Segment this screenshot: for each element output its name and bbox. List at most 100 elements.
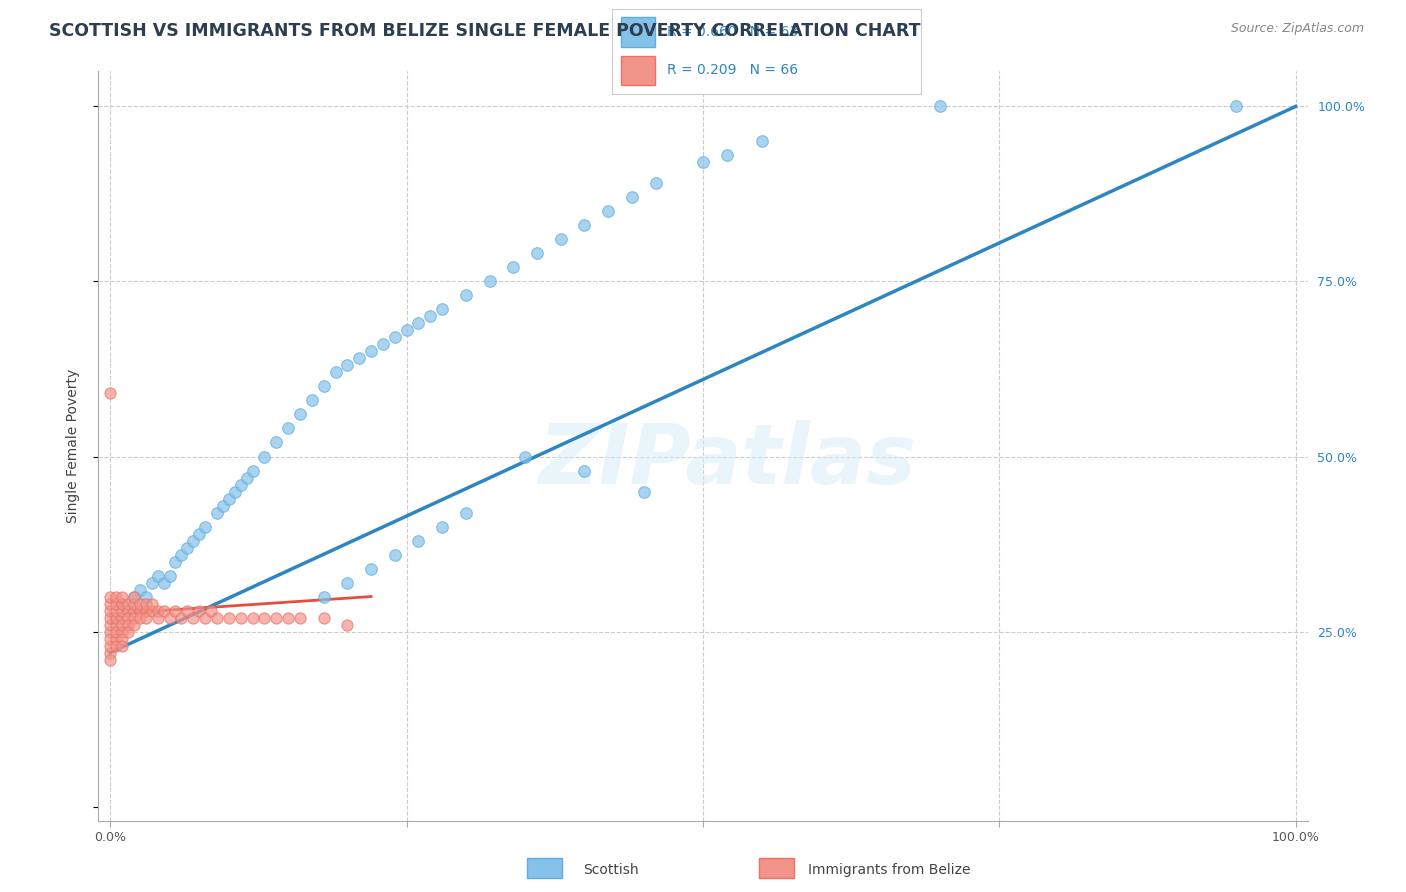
- Text: R = 0.209   N = 66: R = 0.209 N = 66: [668, 63, 799, 78]
- Point: [176, 541, 198, 555]
- Point: [98, 590, 121, 604]
- Point: [98, 639, 121, 653]
- Point: [141, 575, 163, 590]
- Point: [129, 603, 152, 617]
- Point: [395, 323, 418, 337]
- Point: [181, 610, 204, 624]
- Point: [117, 617, 139, 632]
- Point: [159, 610, 181, 624]
- Point: [229, 477, 252, 491]
- Point: [146, 603, 169, 617]
- Point: [242, 610, 264, 624]
- Y-axis label: Single Female Poverty: Single Female Poverty: [66, 369, 80, 523]
- Point: [312, 379, 335, 393]
- Point: [194, 610, 217, 624]
- Text: Source: ZipAtlas.com: Source: ZipAtlas.com: [1230, 22, 1364, 36]
- Point: [105, 597, 128, 611]
- Point: [105, 624, 128, 639]
- Point: [235, 470, 257, 484]
- Point: [454, 288, 477, 302]
- Point: [419, 310, 441, 324]
- Point: [135, 597, 157, 611]
- Point: [218, 610, 240, 624]
- Point: [111, 632, 134, 646]
- Point: [117, 603, 139, 617]
- Point: [371, 337, 394, 351]
- Point: [515, 450, 537, 464]
- Point: [692, 155, 714, 169]
- Point: [146, 568, 169, 582]
- Point: [384, 548, 406, 562]
- Point: [122, 603, 145, 617]
- Point: [111, 597, 134, 611]
- Point: [312, 590, 335, 604]
- Point: [98, 632, 121, 646]
- Point: [129, 582, 152, 597]
- Point: [288, 408, 311, 422]
- Point: [98, 646, 121, 660]
- Point: [176, 603, 198, 617]
- Point: [170, 548, 193, 562]
- Point: [325, 366, 347, 380]
- Point: [200, 603, 222, 617]
- Point: [253, 450, 276, 464]
- Point: [408, 317, 430, 331]
- Point: [751, 135, 773, 149]
- Point: [141, 597, 163, 611]
- Point: [98, 386, 121, 401]
- Point: [218, 491, 240, 506]
- Point: [135, 610, 157, 624]
- Point: [716, 148, 738, 162]
- Point: [253, 610, 276, 624]
- Point: [122, 590, 145, 604]
- Point: [117, 597, 139, 611]
- Point: [111, 639, 134, 653]
- Point: [277, 421, 299, 435]
- Point: [105, 617, 128, 632]
- Point: [929, 99, 952, 113]
- Point: [360, 561, 382, 575]
- Point: [105, 639, 128, 653]
- Point: [301, 393, 323, 408]
- Point: [117, 603, 139, 617]
- Point: [98, 617, 121, 632]
- Point: [620, 190, 643, 204]
- Point: [170, 610, 193, 624]
- Point: [117, 610, 139, 624]
- Point: [105, 610, 128, 624]
- Point: [336, 617, 359, 632]
- Point: [165, 603, 187, 617]
- Point: [205, 610, 228, 624]
- Point: [212, 499, 235, 513]
- Point: [336, 575, 359, 590]
- Point: [408, 533, 430, 548]
- Point: [347, 351, 370, 366]
- FancyBboxPatch shape: [621, 18, 655, 47]
- Point: [312, 610, 335, 624]
- Text: Immigrants from Belize: Immigrants from Belize: [808, 863, 972, 877]
- Point: [105, 590, 128, 604]
- FancyBboxPatch shape: [621, 55, 655, 85]
- Point: [478, 275, 501, 289]
- Point: [159, 568, 181, 582]
- Point: [181, 533, 204, 548]
- Point: [122, 610, 145, 624]
- Point: [105, 603, 128, 617]
- Point: [194, 519, 217, 533]
- Point: [336, 359, 359, 373]
- Point: [122, 617, 145, 632]
- Point: [98, 603, 121, 617]
- Point: [574, 463, 596, 477]
- Point: [105, 632, 128, 646]
- Point: [229, 610, 252, 624]
- Point: [264, 435, 287, 450]
- Point: [111, 624, 134, 639]
- Text: SCOTTISH VS IMMIGRANTS FROM BELIZE SINGLE FEMALE POVERTY CORRELATION CHART: SCOTTISH VS IMMIGRANTS FROM BELIZE SINGL…: [49, 22, 921, 40]
- Point: [277, 610, 299, 624]
- Point: [135, 590, 157, 604]
- Point: [454, 506, 477, 520]
- Point: [165, 555, 187, 569]
- Point: [98, 597, 121, 611]
- Point: [111, 610, 134, 624]
- Point: [152, 575, 174, 590]
